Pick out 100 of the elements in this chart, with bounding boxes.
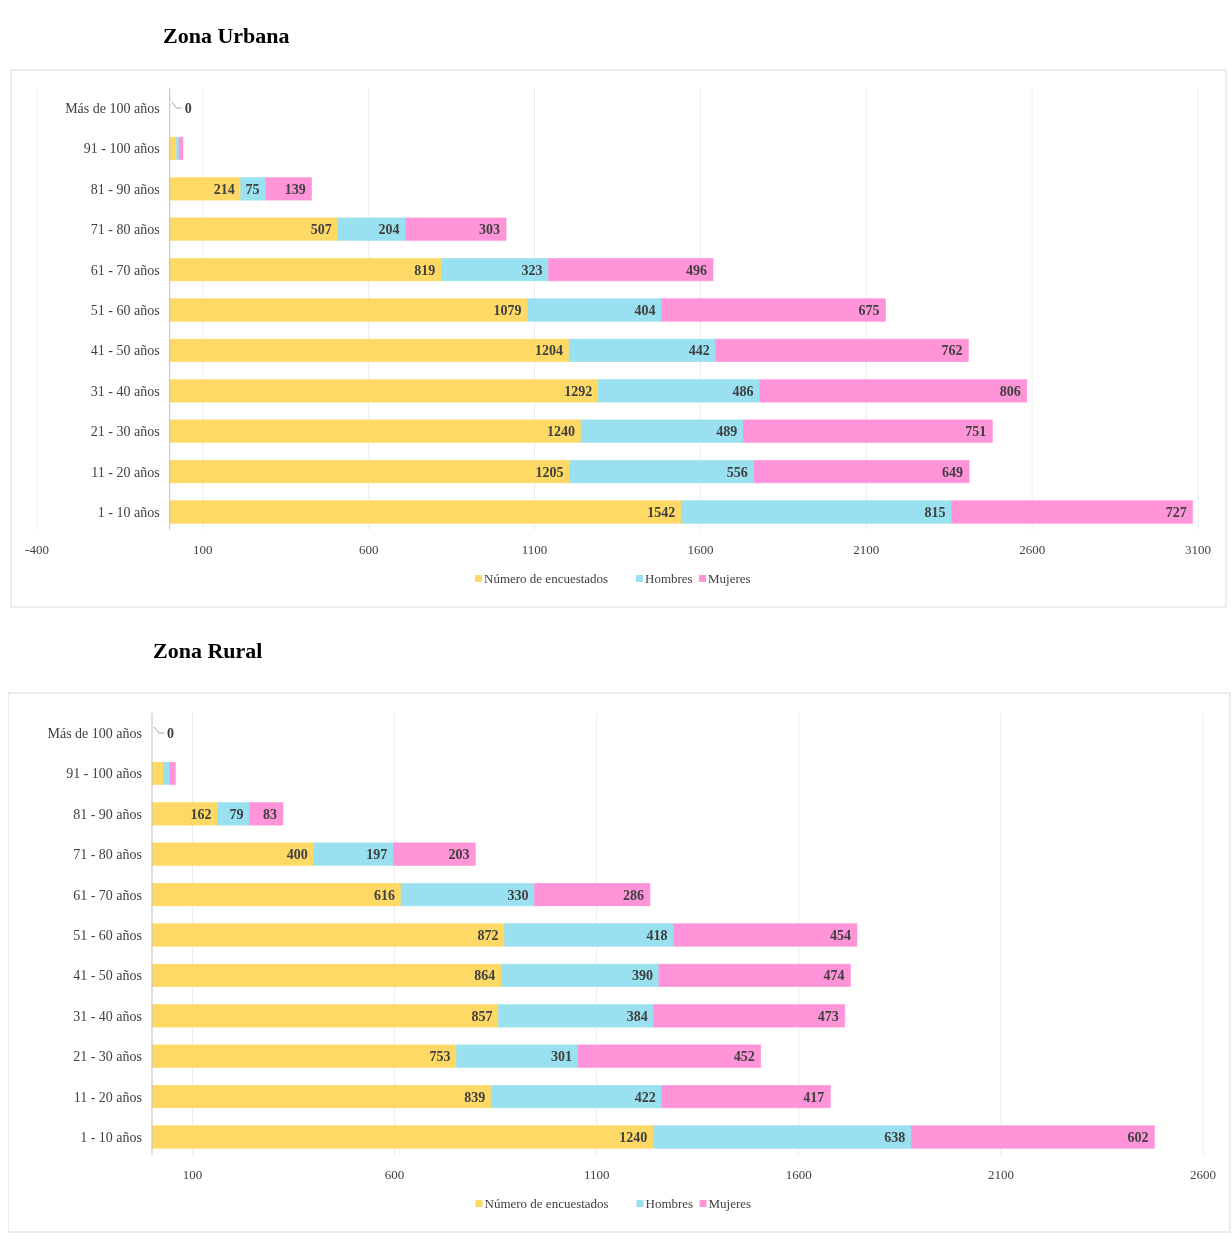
bar — [598, 379, 760, 403]
bar — [456, 1044, 579, 1068]
y-tick-label: 1 - 10 años — [97, 505, 160, 520]
y-tick-label: 71 - 80 años — [90, 222, 160, 238]
data-label: 418 — [646, 928, 668, 943]
data-label: 556 — [726, 464, 748, 480]
data-label: 675 — [858, 303, 880, 318]
x-tick-label: 600 — [384, 1167, 405, 1182]
data-label: 75 — [245, 181, 260, 197]
data-label: 417 — [803, 1089, 825, 1105]
y-tick-label: 41 - 50 años — [73, 968, 142, 984]
bar — [580, 419, 744, 443]
data-label: 1079 — [493, 303, 522, 318]
data-label: 452 — [733, 1049, 755, 1065]
bar — [169, 460, 570, 484]
data-label: 1205 — [535, 464, 564, 480]
bar — [178, 136, 184, 160]
bar — [217, 802, 250, 826]
data-label: 872 — [477, 928, 499, 943]
bar — [577, 1044, 762, 1068]
data-label: 649 — [942, 464, 964, 480]
data-label: 384 — [626, 1008, 648, 1024]
data-label: 400 — [286, 847, 308, 863]
y-tick-label: 61 - 70 años — [90, 262, 160, 278]
data-label: 301 — [551, 1049, 573, 1065]
bar — [163, 761, 171, 785]
data-label: 286 — [623, 887, 645, 903]
bar — [337, 217, 406, 241]
bar — [910, 1125, 1155, 1149]
bar — [753, 460, 970, 484]
y-tick-label: 51 - 60 años — [90, 303, 160, 318]
bar — [501, 963, 660, 987]
legend-label: Hombres — [645, 1196, 694, 1211]
data-label: 0 — [167, 726, 174, 741]
data-label: 751 — [965, 424, 987, 440]
y-tick-label: 91 - 100 años — [66, 766, 142, 782]
legend-label: Número de encuestados — [484, 571, 609, 586]
x-tick-label: 2600 — [1190, 1167, 1216, 1182]
bar — [742, 419, 993, 443]
data-label: 819 — [414, 262, 436, 278]
bar — [151, 1044, 457, 1068]
bar — [568, 338, 716, 362]
y-tick-label: 91 - 100 años — [83, 141, 160, 157]
y-tick-label: 31 - 40 años — [90, 383, 160, 399]
legend-label: Mujeres — [708, 1196, 752, 1211]
bar — [490, 1085, 662, 1109]
bar — [680, 500, 952, 524]
bar — [715, 338, 969, 362]
y-tick-label: 21 - 30 años — [90, 424, 160, 440]
legend-label: Mujeres — [708, 571, 751, 586]
data-label: 454 — [829, 928, 851, 943]
data-label: 806 — [999, 383, 1021, 399]
bar — [151, 1085, 492, 1109]
y-tick-label: 81 - 90 años — [73, 806, 142, 822]
bar — [661, 298, 886, 322]
x-tick-label: 1100 — [583, 1167, 610, 1182]
data-label: 330 — [507, 887, 529, 903]
x-tick-label: 3100 — [1185, 542, 1211, 557]
bar — [169, 419, 582, 443]
bar — [169, 258, 442, 282]
bar — [393, 842, 476, 866]
data-label: 616 — [374, 887, 396, 903]
bar — [498, 1004, 654, 1028]
bar — [400, 883, 535, 907]
x-tick-label: 2100 — [853, 542, 880, 557]
legend-label: Número de encuestados — [484, 1196, 609, 1211]
data-label: 839 — [464, 1089, 486, 1105]
data-label: 473 — [817, 1008, 839, 1024]
data-label: 762 — [941, 343, 963, 359]
data-label: 1240 — [619, 1130, 648, 1145]
bar — [151, 802, 218, 826]
data-label: 857 — [471, 1008, 493, 1024]
y-tick-label: 81 - 90 años — [90, 181, 160, 197]
chart-title: Zona Rural — [153, 638, 263, 663]
data-label: 83 — [262, 806, 277, 822]
bar — [569, 460, 755, 484]
bar — [548, 258, 714, 282]
bar — [151, 1125, 654, 1149]
bar — [661, 1085, 831, 1109]
data-label: 753 — [429, 1049, 451, 1065]
bar — [169, 177, 241, 201]
bar — [759, 379, 1028, 403]
chart-title: Zona Urbana — [163, 23, 290, 48]
data-label: 489 — [716, 424, 738, 440]
bar — [169, 298, 528, 322]
bar — [265, 177, 312, 201]
x-tick-label: 100 — [182, 1167, 203, 1182]
data-label: 442 — [688, 343, 710, 359]
legend-label: Hombres — [645, 571, 693, 586]
y-tick-label: 31 - 40 años — [73, 1008, 142, 1024]
bar — [313, 842, 394, 866]
x-tick-label: 2100 — [987, 1167, 1014, 1182]
data-label: 602 — [1127, 1130, 1149, 1145]
y-tick-label: 51 - 60 años — [73, 928, 142, 943]
data-label: 323 — [521, 262, 543, 278]
x-tick-label: 100 — [193, 542, 213, 557]
bar — [658, 963, 851, 987]
data-label: 214 — [213, 181, 235, 197]
bar — [951, 500, 1193, 524]
bar — [504, 923, 674, 947]
